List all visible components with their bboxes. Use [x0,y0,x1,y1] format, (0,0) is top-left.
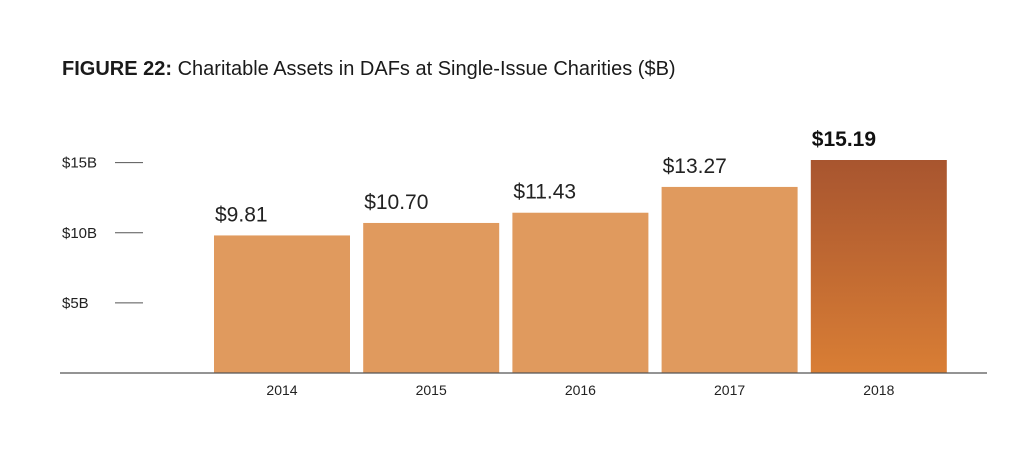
data-label-2016: $11.43 [513,181,576,204]
x-axis-labels: $9.81 2014 $10.70 2015 $11.43 2016 $13.27 2017 $… [215,128,895,398]
bar-2016 [512,212,649,373]
y-tick-label: $5B [62,295,89,312]
x-tick-label: 2016 [565,382,596,398]
chart-title: FIGURE 22: Charitable Assets in DAFs at … [62,58,676,81]
x-tick-label: 2015 [416,382,447,398]
bar-2018 [810,160,947,373]
y-axis: $5B $10B $15B [62,155,143,312]
x-tick-label: 2017 [714,382,745,398]
data-label-2015: $10.70 [364,191,428,214]
data-label-2017: $13.27 [663,155,727,178]
y-tick-label: $10B [62,225,97,242]
figure-title-text: Charitable Assets in DAFs at Single-Issu… [177,58,676,80]
y-tick-label: $15B [62,155,97,172]
bar-2015 [363,222,500,373]
bar-2017 [661,186,798,373]
figure-label: FIGURE 22: [62,58,173,80]
x-tick-label: 2014 [266,382,297,398]
bar-2014 [214,235,350,373]
data-label-2014: $9.81 [215,203,268,226]
bars [214,160,947,373]
data-label-2018: $15.19 [812,128,876,151]
x-tick-label: 2018 [863,382,894,398]
